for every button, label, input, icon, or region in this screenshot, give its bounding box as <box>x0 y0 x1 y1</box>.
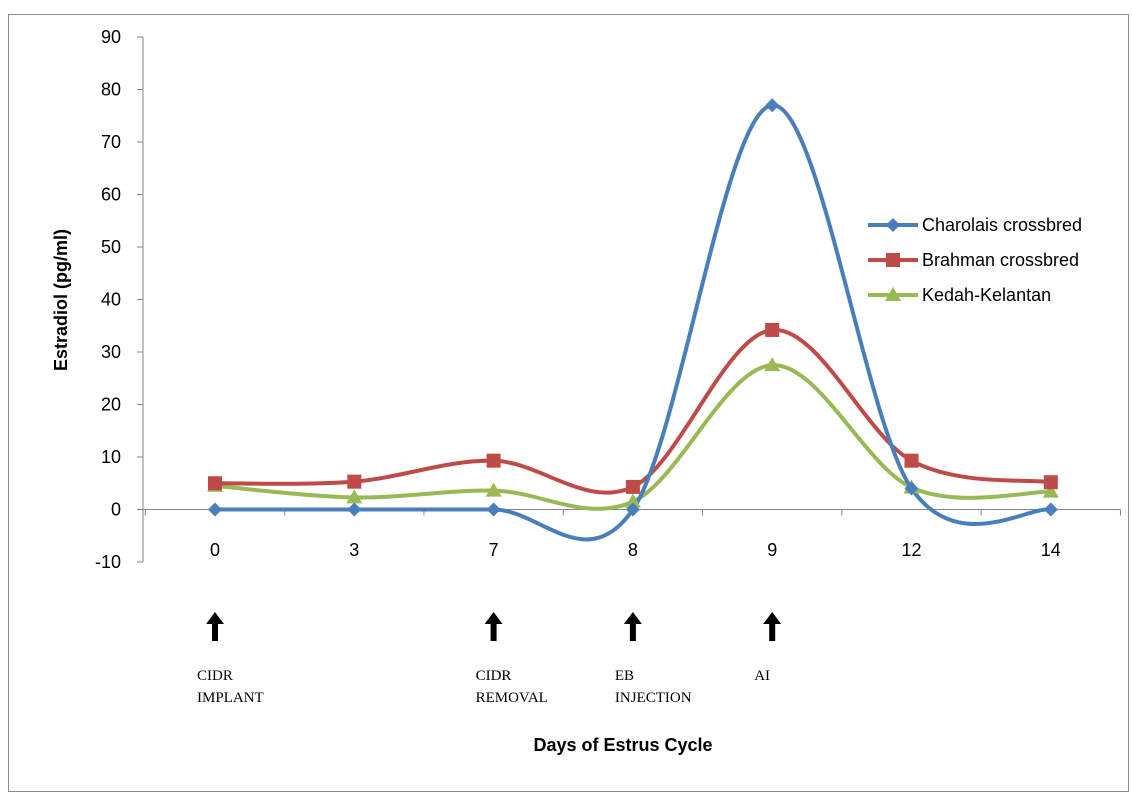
data-point <box>346 489 363 504</box>
y-tick-label: 80 <box>101 80 121 100</box>
data-point <box>765 98 780 113</box>
y-tick-label: 70 <box>101 132 121 152</box>
series-line <box>214 327 1052 495</box>
data-point <box>904 481 919 496</box>
x-tick-label: 9 <box>767 540 777 560</box>
annotation-label: CIDR <box>476 668 512 684</box>
data-point <box>208 502 222 517</box>
x-tick-label: 0 <box>210 540 220 560</box>
y-tick-label: 90 <box>101 27 121 47</box>
annotation-label: AI <box>754 668 770 684</box>
x-ticks: 0 3 7 8 9 12 14 <box>144 509 1121 560</box>
y-tick-label: 10 <box>101 447 121 467</box>
y-tick-label: 40 <box>101 290 121 310</box>
data-point <box>624 493 641 508</box>
annotation-label: IMPLANT <box>197 690 264 706</box>
arrow-up-icon <box>484 612 503 641</box>
y-tick-label: 30 <box>101 342 121 362</box>
y-tick-label: -10 <box>95 552 121 572</box>
data-point <box>1042 483 1059 498</box>
data-point <box>486 453 501 468</box>
y-tick-label: 50 <box>101 237 121 257</box>
data-point <box>904 453 919 468</box>
legend-marker <box>885 287 901 301</box>
data-point <box>347 502 362 517</box>
annotations: CIDR IMPLANT CIDR REMOVAL EB INJECTION AI <box>197 612 782 706</box>
arrow-up-icon <box>763 612 782 641</box>
data-point <box>625 502 640 517</box>
data-point <box>208 476 222 491</box>
x-tick-label: 12 <box>901 540 921 560</box>
series-lines <box>214 103 1052 542</box>
legend: Charolais crossbred Brahman crossbred Keda… <box>868 215 1082 305</box>
data-point <box>485 482 502 497</box>
data-point <box>1043 475 1058 490</box>
chart-frame <box>8 14 1129 792</box>
annotation-label: CIDR <box>197 668 233 684</box>
annotation-label: REMOVAL <box>476 690 548 706</box>
data-point <box>625 479 640 494</box>
legend-label: Kedah-Kelantan <box>922 285 1051 305</box>
y-tick-label: 60 <box>101 185 121 205</box>
legend-marker <box>886 218 900 232</box>
annotation-label: INJECTION <box>615 690 692 706</box>
x-tick-label: 7 <box>489 540 499 560</box>
data-point <box>486 502 501 517</box>
y-ticks: -10 0 10 20 30 40 50 60 70 80 90 <box>95 27 143 572</box>
legend-label: Charolais crossbred <box>922 215 1082 235</box>
arrow-up-icon <box>623 612 642 641</box>
x-axis-title: Days of Estrus Cycle <box>533 735 712 755</box>
y-tick-label: 20 <box>101 395 121 415</box>
x-tick-label: 3 <box>349 540 359 560</box>
series-line <box>215 103 1052 542</box>
y-axis-title: Estradiol (pg/ml) <box>51 229 71 371</box>
x-tick-label: 14 <box>1041 540 1061 560</box>
data-point <box>347 474 362 489</box>
x-tick-label: 8 <box>628 540 638 560</box>
data-point <box>764 357 781 372</box>
legend-marker <box>886 253 900 267</box>
series-markers <box>207 98 1059 517</box>
arrow-up-icon <box>206 612 224 641</box>
data-point <box>1043 502 1058 517</box>
y-tick-label: 0 <box>111 500 121 520</box>
data-point <box>765 322 780 337</box>
annotation-label: EB <box>615 668 634 684</box>
legend-label: Brahman crossbred <box>922 250 1079 270</box>
